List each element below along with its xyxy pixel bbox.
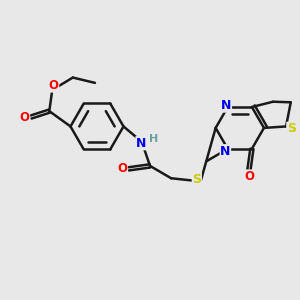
Text: O: O: [20, 110, 30, 124]
Text: H: H: [149, 134, 159, 144]
Text: S: S: [287, 122, 296, 135]
Text: N: N: [220, 145, 231, 158]
Text: N: N: [221, 99, 231, 112]
Text: N: N: [136, 137, 146, 150]
Text: O: O: [117, 162, 127, 175]
Text: O: O: [49, 79, 59, 92]
Text: S: S: [192, 173, 201, 186]
Text: O: O: [244, 170, 254, 183]
